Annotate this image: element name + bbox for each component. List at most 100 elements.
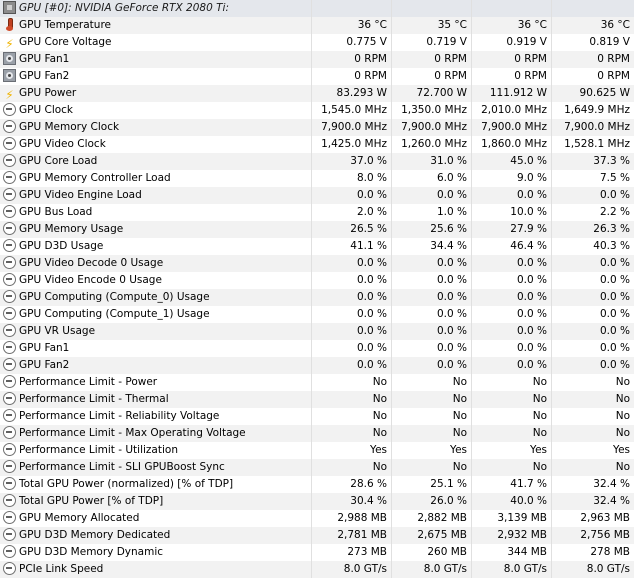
sensor-row[interactable]: GPU Memory Controller Load 8.0 % 6.0 % 9.0 … bbox=[0, 170, 641, 187]
sensor-value-avg: No bbox=[551, 408, 634, 425]
sensor-value-max: No bbox=[471, 408, 551, 425]
lightning-icon: ⚡ bbox=[5, 88, 14, 102]
sensor-label: GPU Video Decode 0 Usage bbox=[19, 257, 164, 269]
sensor-label-cell: GPU D3D Memory Dynamic bbox=[0, 544, 311, 561]
sensor-row[interactable]: Performance Limit - SLI GPUBoost Sync No N… bbox=[0, 459, 641, 476]
sensor-row[interactable]: GPU Computing (Compute_0) Usage 0.0 % 0.0 … bbox=[0, 289, 641, 306]
sensor-value-current: No bbox=[311, 374, 391, 391]
sensor-value-current: No bbox=[311, 459, 391, 476]
sensor-row[interactable]: GPU Video Engine Load 0.0 % 0.0 % 0.0 % 0.0 … bbox=[0, 187, 641, 204]
sensor-value-current: 7,900.0 MHz bbox=[311, 119, 391, 136]
sensor-value-max: 2,932 MB bbox=[471, 527, 551, 544]
sensor-row[interactable]: GPU Fan2 0.0 % 0.0 % 0.0 % 0.0 % bbox=[0, 357, 641, 374]
sensor-row[interactable]: GPU Bus Load 2.0 % 1.0 % 10.0 % 2.2 % bbox=[0, 204, 641, 221]
header-col-min bbox=[391, 0, 471, 17]
sensor-row[interactable]: GPU Memory Clock 7,900.0 MHz 7,900.0 MHz 7,… bbox=[0, 119, 641, 136]
sensor-value-max: 10.0 % bbox=[471, 204, 551, 221]
sensor-value-avg: 0.0 % bbox=[551, 323, 634, 340]
sensor-value-avg: No bbox=[551, 425, 634, 442]
sensor-row[interactable]: GPU Core Load 37.0 % 31.0 % 45.0 % 37.3 % bbox=[0, 153, 641, 170]
sensor-row[interactable]: Performance Limit - Thermal No No No No bbox=[0, 391, 641, 408]
clock-icon bbox=[3, 341, 16, 354]
sensor-value-avg: 37.3 % bbox=[551, 153, 634, 170]
sensor-label: Performance Limit - Max Operating Voltag… bbox=[19, 427, 246, 439]
sensor-label-cell: Performance Limit - Utilization bbox=[0, 442, 311, 459]
sensor-row[interactable]: GPU Fan1 0 RPM 0 RPM 0 RPM 0 RPM bbox=[0, 51, 641, 68]
clock-icon bbox=[3, 477, 16, 490]
sensor-label-cell: GPU Memory Usage bbox=[0, 221, 311, 238]
clock-icon bbox=[3, 239, 16, 252]
sensor-value-min: 25.6 % bbox=[391, 221, 471, 238]
sensor-row[interactable]: GPU Clock 1,545.0 MHz 1,350.0 MHz 2,010.0 M… bbox=[0, 102, 641, 119]
sensor-label-cell: GPU Fan1 bbox=[0, 340, 311, 357]
sensor-value-avg: 8.0 GT/s bbox=[551, 561, 634, 578]
sensor-row[interactable]: GPU D3D Memory Dynamic 273 MB 260 MB 344 MB… bbox=[0, 544, 641, 561]
sensor-label: GPU D3D Memory Dedicated bbox=[19, 529, 171, 541]
sensor-value-max: 27.9 % bbox=[471, 221, 551, 238]
sensor-row[interactable]: GPU Video Decode 0 Usage 0.0 % 0.0 % 0.0 % 0… bbox=[0, 255, 641, 272]
sensor-value-max: 8.0 GT/s bbox=[471, 561, 551, 578]
sensor-value-max: 0.0 % bbox=[471, 272, 551, 289]
sensor-row[interactable]: GPU D3D Memory Dedicated 2,781 MB 2,675 MB… bbox=[0, 527, 641, 544]
sensor-row[interactable]: Performance Limit - Reliability Voltage N… bbox=[0, 408, 641, 425]
sensor-value-min: 1,260.0 MHz bbox=[391, 136, 471, 153]
clock-icon bbox=[3, 324, 16, 337]
group-header-row[interactable]: GPU [#0]: NVIDIA GeForce RTX 2080 Ti: bbox=[0, 0, 641, 17]
clock-icon bbox=[3, 290, 16, 303]
sensor-row[interactable]: GPU Computing (Compute_1) Usage 0.0 % 0.0 … bbox=[0, 306, 641, 323]
sensor-row[interactable]: GPU Video Encode 0 Usage 0.0 % 0.0 % 0.0 % 0… bbox=[0, 272, 641, 289]
sensor-row[interactable]: Total GPU Power [% of TDP] 30.4 % 26.0 % 40… bbox=[0, 493, 641, 510]
sensor-row[interactable]: ⚡ GPU Power 83.293 W 72.700 W 111.912 W 90.62… bbox=[0, 85, 641, 102]
clock-icon bbox=[3, 171, 16, 184]
sensor-row[interactable]: GPU Fan2 0 RPM 0 RPM 0 RPM 0 RPM bbox=[0, 68, 641, 85]
sensor-value-max: 46.4 % bbox=[471, 238, 551, 255]
sensor-value-current: 0.0 % bbox=[311, 357, 391, 374]
sensor-row[interactable]: GPU Video Clock 1,425.0 MHz 1,260.0 MHz 1,8… bbox=[0, 136, 641, 153]
sensor-value-current: 2,781 MB bbox=[311, 527, 391, 544]
sensor-row[interactable]: GPU D3D Usage 41.1 % 34.4 % 46.4 % 40.3 % bbox=[0, 238, 641, 255]
fan-icon bbox=[3, 69, 16, 82]
sensor-value-max: 1,860.0 MHz bbox=[471, 136, 551, 153]
sensor-value-current: 0.0 % bbox=[311, 323, 391, 340]
sensor-value-min: No bbox=[391, 459, 471, 476]
sensor-row[interactable]: GPU Memory Allocated 2,988 MB 2,882 MB 3,13… bbox=[0, 510, 641, 527]
sensor-value-avg: 32.4 % bbox=[551, 476, 634, 493]
sensor-row[interactable]: Performance Limit - Max Operating Voltag… bbox=[0, 425, 641, 442]
sensor-value-max: 0.0 % bbox=[471, 323, 551, 340]
sensor-value-current: 28.6 % bbox=[311, 476, 391, 493]
sensor-row[interactable]: Performance Limit - Utilization Yes Yes Yes… bbox=[0, 442, 641, 459]
sensor-label-cell: GPU Fan1 bbox=[0, 51, 311, 68]
sensor-label-cell: GPU Computing (Compute_0) Usage bbox=[0, 289, 311, 306]
sensor-value-min: No bbox=[391, 391, 471, 408]
sensor-row[interactable]: PCIe Link Speed 8.0 GT/s 8.0 GT/s 8.0 GT/s 8… bbox=[0, 561, 641, 578]
sensor-row[interactable]: GPU Memory Usage 26.5 % 25.6 % 27.9 % 26.3 % bbox=[0, 221, 641, 238]
sensor-label: GPU Bus Load bbox=[19, 206, 93, 218]
clock-icon bbox=[3, 273, 16, 286]
sensor-row[interactable]: GPU VR Usage 0.0 % 0.0 % 0.0 % 0.0 % bbox=[0, 323, 641, 340]
sensor-row[interactable]: GPU Fan1 0.0 % 0.0 % 0.0 % 0.0 % bbox=[0, 340, 641, 357]
sensor-value-current: 26.5 % bbox=[311, 221, 391, 238]
sensor-value-min: 7,900.0 MHz bbox=[391, 119, 471, 136]
sensor-value-max: 3,139 MB bbox=[471, 510, 551, 527]
sensor-value-avg: 0.819 V bbox=[551, 34, 634, 51]
sensor-row[interactable]: GPU Temperature 36 °C 35 °C 36 °C 36 °C bbox=[0, 17, 641, 34]
sensor-value-max: 36 °C bbox=[471, 17, 551, 34]
sensor-value-current: 0.0 % bbox=[311, 187, 391, 204]
sensor-value-min: 31.0 % bbox=[391, 153, 471, 170]
sensor-value-min: 0 RPM bbox=[391, 68, 471, 85]
sensor-value-current: 41.1 % bbox=[311, 238, 391, 255]
sensor-value-min: 34.4 % bbox=[391, 238, 471, 255]
sensor-row[interactable]: Performance Limit - Power No No No No bbox=[0, 374, 641, 391]
sensor-label-cell: Performance Limit - Max Operating Voltag… bbox=[0, 425, 311, 442]
sensor-label: GPU Memory Usage bbox=[19, 223, 124, 235]
clock-icon bbox=[3, 511, 16, 524]
sensor-value-avg: 0.0 % bbox=[551, 255, 634, 272]
sensor-value-avg: No bbox=[551, 391, 634, 408]
sensor-label: GPU Power bbox=[19, 87, 77, 99]
sensor-value-current: 0.0 % bbox=[311, 255, 391, 272]
fan-icon bbox=[3, 52, 16, 65]
sensor-row[interactable]: ⚡ GPU Core Voltage 0.775 V 0.719 V 0.919 V 0.… bbox=[0, 34, 641, 51]
sensor-row[interactable]: Total GPU Power (normalized) [% of TDP] 2… bbox=[0, 476, 641, 493]
sensor-label-cell: GPU Video Encode 0 Usage bbox=[0, 272, 311, 289]
